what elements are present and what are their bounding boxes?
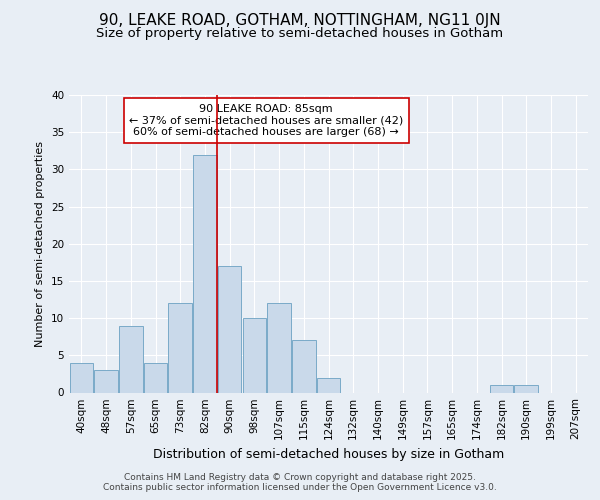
X-axis label: Distribution of semi-detached houses by size in Gotham: Distribution of semi-detached houses by … — [153, 448, 504, 461]
Bar — [490, 385, 513, 392]
Bar — [119, 326, 143, 392]
Bar — [242, 318, 266, 392]
Text: 90 LEAKE ROAD: 85sqm
← 37% of semi-detached houses are smaller (42)
60% of semi-: 90 LEAKE ROAD: 85sqm ← 37% of semi-detac… — [129, 104, 403, 137]
Bar — [514, 385, 538, 392]
Bar — [70, 363, 93, 392]
Y-axis label: Number of semi-detached properties: Number of semi-detached properties — [35, 141, 46, 347]
Bar — [169, 303, 192, 392]
Bar — [193, 154, 217, 392]
Text: Size of property relative to semi-detached houses in Gotham: Size of property relative to semi-detach… — [97, 28, 503, 40]
Bar — [218, 266, 241, 392]
Text: Contains HM Land Registry data © Crown copyright and database right 2025.
Contai: Contains HM Land Registry data © Crown c… — [103, 473, 497, 492]
Bar — [292, 340, 316, 392]
Bar — [268, 303, 291, 392]
Bar — [144, 363, 167, 392]
Bar — [317, 378, 340, 392]
Text: 90, LEAKE ROAD, GOTHAM, NOTTINGHAM, NG11 0JN: 90, LEAKE ROAD, GOTHAM, NOTTINGHAM, NG11… — [99, 12, 501, 28]
Bar — [94, 370, 118, 392]
